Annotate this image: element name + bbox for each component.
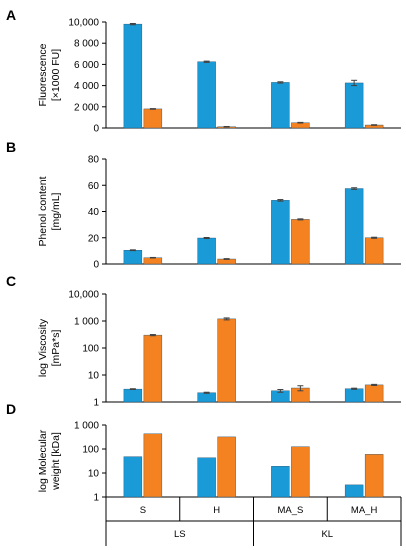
y-tick-label: 1	[93, 493, 99, 504]
y-tick-label: 10	[88, 371, 100, 382]
bar-ma_h-series-2	[364, 454, 384, 498]
y-tick-label: 100	[82, 445, 99, 456]
y-tick-label: 1 000	[74, 421, 99, 432]
error-bar	[371, 124, 378, 126]
panel-letter: D	[6, 401, 16, 417]
y-tick-label: 1	[93, 398, 99, 409]
y-tick-label: 1 000	[74, 317, 99, 328]
bar-h-series-1	[197, 61, 216, 129]
y-tick-label: 10	[88, 469, 100, 480]
x-category-label: MA_H	[351, 505, 378, 516]
error-bar	[297, 385, 304, 392]
y-tick-label: 100	[82, 344, 99, 355]
panel-letter: C	[6, 273, 16, 289]
x-category-label: H	[213, 505, 220, 516]
y-tick-label: 20	[88, 233, 100, 244]
y-axis-label: [mPa*s]	[50, 330, 62, 367]
y-axis-label: Fluorescence	[37, 43, 49, 106]
panel-letter: A	[6, 7, 16, 23]
error-bar	[129, 249, 136, 252]
error-bar	[371, 236, 378, 239]
x-group-label: KL	[321, 529, 333, 540]
error-bar	[351, 387, 358, 390]
bar-ma_s-series-2	[291, 446, 310, 498]
bar-s-series-1	[123, 456, 143, 498]
error-bar	[203, 236, 210, 240]
error-bar	[149, 334, 156, 337]
error-bar	[371, 383, 378, 386]
y-tick-label: 4 000	[74, 81, 99, 92]
bar-s-series-1	[123, 23, 143, 129]
y-tick-label: 2 000	[74, 102, 99, 113]
bar-ma_s-series-2	[291, 219, 310, 265]
error-bar	[351, 187, 358, 190]
y-axis-label: Phenol content	[37, 176, 49, 246]
error-bar	[129, 388, 136, 391]
error-bar	[277, 389, 284, 393]
error-bar	[149, 108, 156, 110]
error-bar	[297, 218, 304, 221]
y-tick-label: 0	[93, 260, 99, 271]
y-tick-label: 40	[88, 207, 100, 218]
error-bar	[223, 317, 230, 321]
error-bar	[297, 121, 304, 124]
x-group-label: LS	[174, 529, 186, 540]
bar-ma_s-series-1	[271, 466, 290, 498]
bar-ma_h-series-1	[344, 188, 364, 265]
bar-s-series-2	[143, 257, 163, 265]
error-bar	[129, 22, 136, 26]
bar-ma_h-series-1	[344, 484, 364, 498]
y-axis-label: [×1000 FU]	[50, 49, 62, 101]
bar-s-series-1	[123, 388, 143, 403]
error-bar	[223, 258, 230, 260]
error-bar	[277, 199, 284, 202]
y-axis-label: [mg/mL]	[50, 192, 62, 230]
error-bar	[203, 391, 210, 394]
bar-ma_h-series-2	[364, 237, 384, 265]
bar-h-series-2	[217, 318, 236, 403]
x-category-label: MA_S	[277, 505, 303, 516]
panel-letter: B	[6, 139, 16, 155]
bar-ma_s-series-1	[271, 82, 290, 129]
bar-s-series-2	[143, 108, 163, 129]
x-category-label: S	[140, 505, 146, 516]
error-bar	[149, 256, 156, 259]
y-tick-label: 80	[88, 155, 100, 166]
bar-h-series-1	[197, 237, 216, 265]
bar-s-series-2	[143, 334, 163, 403]
y-tick-label: 10,000	[68, 290, 99, 301]
bar-h-series-1	[197, 457, 216, 498]
y-axis-label: log Viscosity	[37, 318, 49, 377]
category-table: S H MA_S MA_H LS KL	[105, 497, 402, 546]
y-tick-label: 60	[88, 181, 100, 192]
bar-s-series-2	[143, 433, 163, 498]
bar-ma_h-series-1	[344, 82, 364, 129]
bar-ma_h-series-1	[344, 388, 364, 403]
bar-s-series-1	[123, 250, 143, 265]
bar-h-series-2	[217, 436, 236, 498]
error-bar	[203, 60, 210, 63]
y-tick-label: 10,000	[68, 18, 99, 29]
y-axis-label: weight [kDa]	[50, 432, 62, 491]
panel-b: B Phenol content [mg/mL] 0 20 40 60 80	[6, 139, 401, 271]
error-bar	[277, 81, 284, 84]
y-tick-label: 6 000	[74, 60, 99, 71]
bar-h-series-1	[197, 392, 216, 403]
panel-a: A Fluorescence [×1000 FU] 0 2 000 4 000 6 000 8…	[6, 7, 401, 135]
y-axis-label: log Molecular	[37, 429, 49, 492]
y-tick-label: 0	[93, 124, 99, 135]
bar-ma_h-series-2	[364, 384, 384, 403]
bar-ma_s-series-1	[271, 200, 290, 265]
y-tick-label: 8 000	[74, 39, 99, 50]
error-bar	[351, 79, 358, 87]
